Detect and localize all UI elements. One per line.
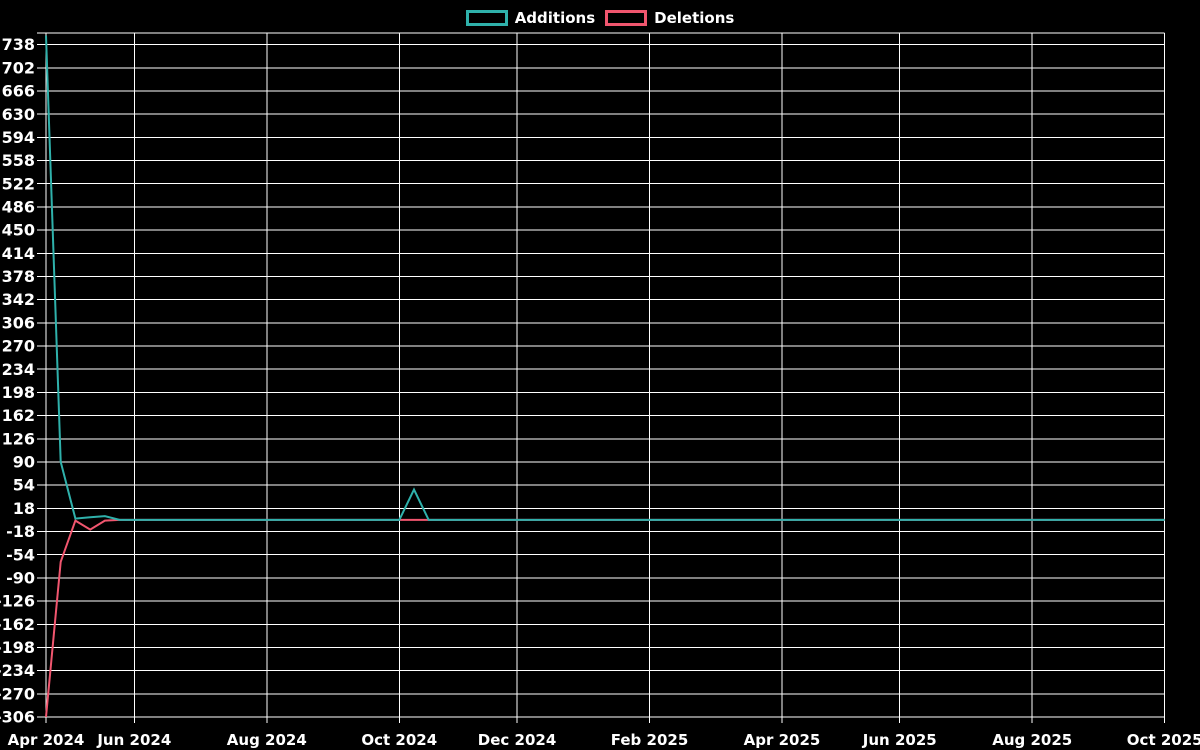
y-tick-label: 198 (2, 383, 35, 402)
series-lines (45, 35, 1165, 718)
x-tick-label: Jun 2025 (862, 731, 937, 749)
y-tick-label: 702 (2, 58, 35, 77)
vertical-gridlines (45, 33, 1166, 723)
y-tick-label: 666 (2, 82, 35, 101)
y-tick-label: 558 (2, 151, 35, 170)
deletions-line (45, 518, 1165, 718)
x-tick-label: Aug 2025 (992, 731, 1072, 749)
legend-item-additions[interactable]: Additions (465, 8, 596, 28)
y-axis-labels: 738 702 666 630 594 558 522 486 450 414 378 342 306 2… (0, 35, 35, 726)
x-tick-label: Apr 2024 (8, 731, 85, 749)
y-tick-label: 450 (2, 221, 35, 240)
y-tick-label: 162 (2, 406, 35, 425)
y-tick-label: 630 (2, 105, 35, 124)
y-tick-label: -198 (0, 638, 35, 657)
y-tick-label: -270 (0, 684, 35, 703)
x-tick-label: Dec 2024 (478, 731, 557, 749)
y-tick-label: 306 (2, 313, 35, 332)
y-tick-label: 90 (13, 453, 35, 472)
y-tick-label: 486 (2, 197, 35, 216)
y-tick-label: 594 (2, 128, 35, 147)
additions-line (45, 35, 1165, 521)
y-tick-label: -54 (6, 545, 35, 564)
y-tick-label: 126 (2, 429, 35, 448)
x-tick-label: Aug 2024 (227, 731, 307, 749)
x-axis-labels: Apr 2024 Jun 2024 Aug 2024 Oct 2024 Dec 2024… (8, 731, 1200, 749)
y-tick-label: -234 (0, 661, 35, 680)
y-tick-label: -18 (6, 522, 35, 541)
deletions-swatch-icon (605, 10, 648, 26)
y-tick-label: 378 (2, 267, 35, 286)
y-tick-label: 270 (2, 337, 35, 356)
chart-legend: Additions Deletions (0, 8, 1200, 28)
y-tick-label: 414 (2, 244, 35, 263)
legend-label-deletions: Deletions (654, 9, 735, 27)
horizontal-gridlines (37, 32, 1165, 718)
y-tick-label: 18 (13, 499, 35, 518)
y-tick-label: -90 (6, 568, 35, 587)
y-tick-label: 738 (2, 35, 35, 54)
y-tick-label: 342 (2, 290, 35, 309)
x-tick-label: Jun 2024 (96, 731, 171, 749)
y-tick-label: -162 (0, 615, 35, 634)
x-tick-label: Feb 2025 (611, 731, 689, 749)
y-tick-label: -126 (0, 592, 35, 611)
x-tick-label: Apr 2025 (744, 731, 821, 749)
x-tick-label: Oct 2024 (361, 731, 437, 749)
y-tick-label: 522 (2, 174, 35, 193)
additions-swatch-icon (465, 10, 508, 26)
x-tick-label: Oct 2025 (1127, 731, 1200, 749)
legend-item-deletions[interactable]: Deletions (605, 8, 734, 28)
y-tick-label: -306 (0, 708, 35, 727)
legend-label-additions: Additions (514, 9, 596, 27)
y-tick-label: 234 (2, 360, 35, 379)
y-tick-label: 54 (13, 476, 35, 495)
